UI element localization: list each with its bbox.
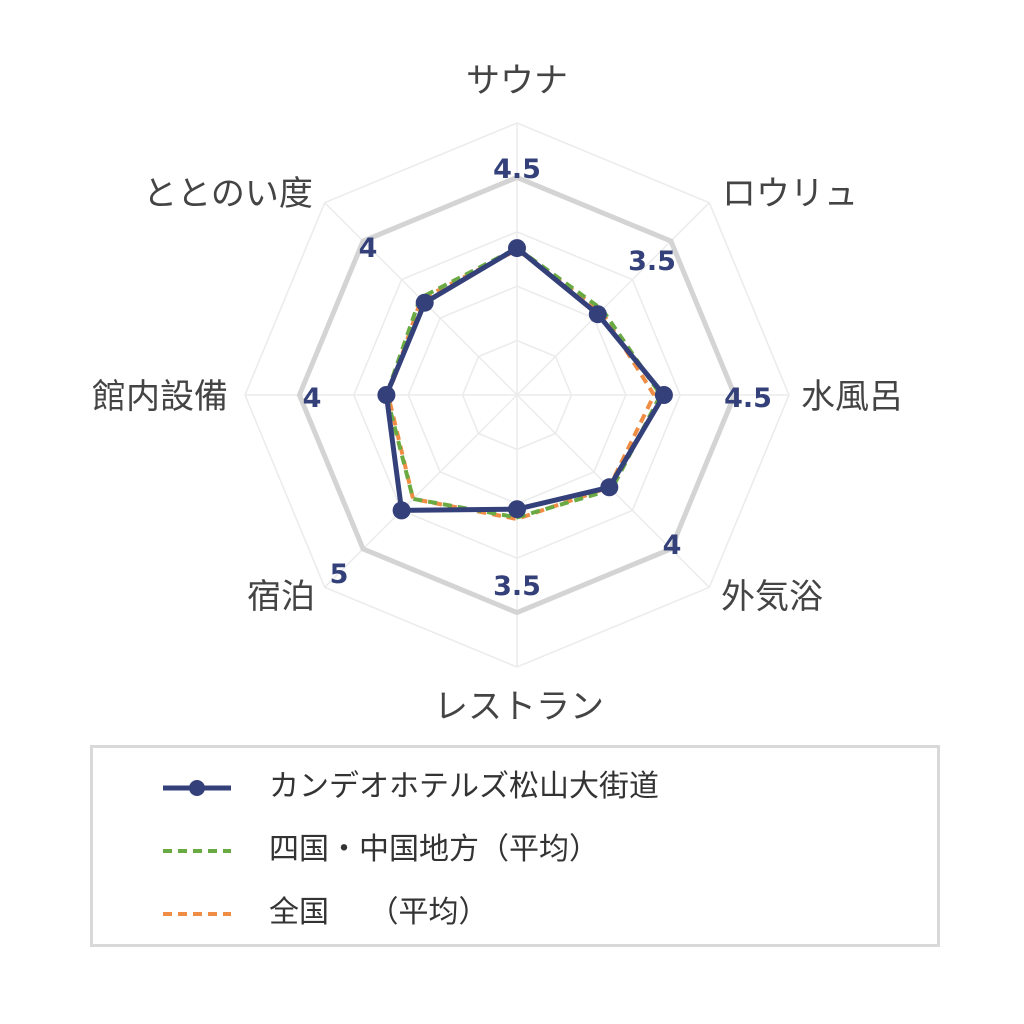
axis-label-2: ロウリュ — [722, 174, 858, 214]
legend-swatch-hotel — [163, 780, 231, 796]
value-label-4: 4 — [663, 530, 682, 561]
value-label-8: 4 — [359, 233, 378, 264]
series-point-8 — [415, 293, 434, 312]
chart-legend: カンデオホテルズ松山大街道 四国・中国地方（平均） 全国 （平均） — [90, 745, 940, 947]
grid-spoke-2 — [516, 202, 710, 396]
legend-swatch-national-average — [163, 912, 231, 916]
value-label-3: 4.5 — [724, 383, 772, 414]
axis-label-3: 水風呂 — [801, 377, 903, 417]
axis-label-8: ととのい度 — [143, 174, 313, 214]
legend-item-regional-average: 四国・中国地方（平均） — [93, 821, 937, 881]
legend-item-national-average: 全国 （平均） — [93, 884, 937, 944]
series-point-5 — [508, 500, 526, 519]
legend-item-hotel: カンデオホテルズ松山大街道 — [93, 758, 937, 818]
radar-chart: サウナ 4.5 ロウリュ 3.5 水風呂 4.5 外気浴 4 レストラン 3.5 宿泊 5 館内設備 4 と… — [92, 61, 903, 727]
legend-label-regional-average: 四国・中国地方（平均） — [269, 832, 599, 867]
series-point-1 — [508, 239, 526, 258]
grid-spoke-6 — [324, 394, 518, 588]
legend-label-hotel: カンデオホテルズ松山大街道 — [269, 769, 659, 804]
value-label-5: 3.5 — [493, 571, 541, 602]
axis-label-7: 館内設備 — [92, 377, 228, 417]
legend-swatch-regional-average — [163, 849, 231, 853]
radar-series — [377, 239, 673, 521]
legend-label-national-average: 全国 （平均） — [269, 895, 489, 930]
series-point-4 — [600, 478, 619, 497]
value-label-2: 3.5 — [628, 246, 676, 277]
value-label-7: 4 — [303, 383, 322, 414]
series-point-3 — [654, 386, 673, 404]
axis-label-4: 外気浴 — [721, 577, 823, 617]
value-label-6: 5 — [330, 559, 349, 590]
radar-labels: サウナ 4.5 ロウリュ 3.5 水風呂 4.5 外気浴 4 レストラン 3.5 宿泊 5 館内設備 4 と… — [92, 61, 903, 727]
series-point-6 — [392, 501, 411, 520]
axis-label-5: レストラン — [434, 687, 604, 727]
highlight-ring — [296, 174, 738, 616]
value-label-1: 4.5 — [493, 154, 541, 185]
series-point-7 — [377, 386, 396, 404]
axis-label-1: サウナ — [466, 61, 568, 101]
axis-label-6: 宿泊 — [247, 577, 315, 617]
series-point-2 — [588, 305, 607, 324]
